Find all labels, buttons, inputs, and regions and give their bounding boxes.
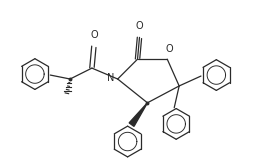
Text: O: O — [165, 44, 173, 54]
Polygon shape — [129, 103, 147, 126]
Text: N: N — [107, 73, 114, 83]
Text: O: O — [136, 21, 143, 31]
Text: O: O — [90, 30, 98, 40]
